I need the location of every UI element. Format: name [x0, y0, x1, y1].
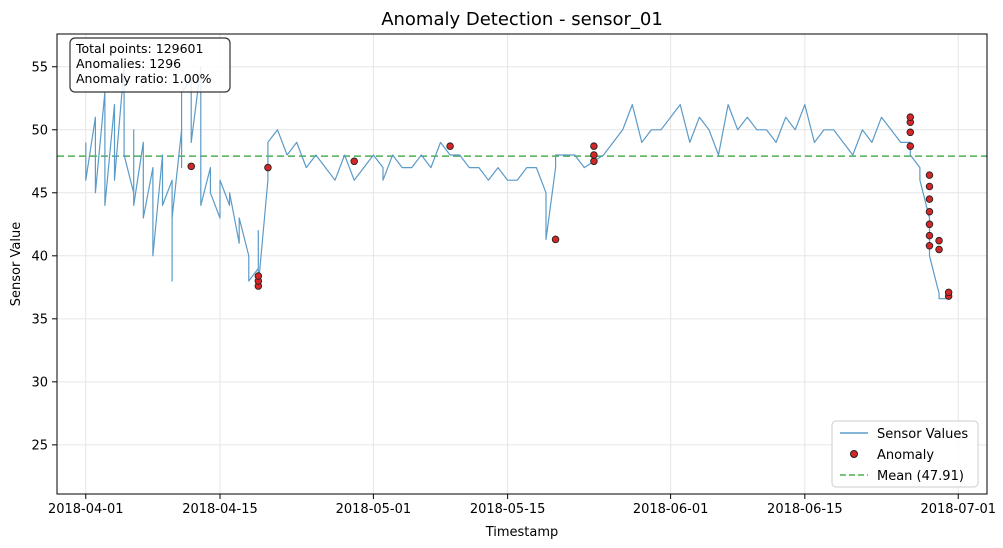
anomaly-point-20 [925, 231, 934, 240]
anomaly-point-10 [590, 142, 598, 150]
anomaly-point-21 [925, 241, 934, 250]
legend-label-anomaly: Anomaly [877, 448, 934, 463]
anomaly-point-4 [264, 163, 272, 172]
legend-label-sensor: Sensor Values [877, 427, 968, 442]
y-tick-label-2: 35 [31, 312, 48, 327]
anomaly-point-23 [935, 245, 943, 254]
legend-frame [831, 420, 979, 488]
plot-frame [56, 33, 988, 495]
anomaly-point-6 [446, 142, 454, 150]
x-tick-label-4: 2018-06-01 [633, 502, 709, 517]
anomaly-point-17 [925, 195, 934, 203]
anomaly-point-3 [254, 272, 263, 280]
legend-label-mean: Mean (47.91) [877, 469, 964, 484]
anomaly-point-12 [906, 128, 915, 137]
legend-anomaly-swatch [850, 450, 858, 458]
y-tick-label-1: 30 [31, 375, 48, 390]
info-anomalies: Anomalies: 1296 [76, 56, 181, 71]
anomaly-point-25 [944, 288, 953, 297]
series-layer [85, 66, 949, 300]
x-tick-label-3: 2018-05-15 [470, 502, 546, 517]
y-tick-label-3: 40 [31, 249, 48, 264]
legend: Sensor Values Anomaly Mean (47.91) [831, 420, 979, 488]
y-tick-label-0: 25 [31, 438, 48, 453]
x-tick-label-2: 2018-05-01 [336, 502, 412, 517]
anomaly-point-22 [935, 236, 943, 245]
y-axis-ticks: 25 30 35 40 45 50 55 [31, 60, 57, 453]
anomaly-point-9 [590, 151, 598, 159]
info-box-frame [69, 37, 231, 93]
y-tick-label-6: 55 [31, 60, 48, 75]
info-total-points: Total points: 129601 [75, 41, 203, 56]
anomaly-point-18 [925, 207, 934, 216]
anomaly-layer [187, 113, 953, 300]
anomaly-point-16 [925, 182, 934, 191]
anomaly-point-5 [350, 157, 358, 166]
anomaly-point-11 [906, 142, 915, 150]
anomaly-point-14 [906, 113, 915, 121]
anomaly-point-19 [925, 220, 934, 229]
anomaly-point-0 [187, 162, 195, 171]
x-tick-label-6: 2018-07-01 [920, 502, 996, 517]
sensor-values-line [85, 66, 949, 300]
y-axis-label: Sensor Value [9, 222, 24, 306]
anomaly-point-7 [551, 235, 560, 244]
anomaly-point-8 [590, 157, 598, 166]
anomaly-point-15 [925, 171, 934, 179]
x-tick-label-0: 2018-04-01 [48, 502, 124, 517]
info-box: Total points: 129601 Anomalies: 1296 Ano… [69, 37, 231, 93]
x-axis-label: Timestamp [485, 525, 559, 540]
info-anomaly-ratio: Anomaly ratio: 1.00% [76, 71, 212, 86]
y-tick-label-4: 45 [31, 186, 48, 201]
y-tick-label-5: 50 [31, 123, 48, 138]
x-axis-ticks: 2018-04-01 2018-04-15 2018-05-01 2018-05-15… [48, 494, 996, 517]
x-tick-label-5: 2018-06-15 [767, 502, 843, 517]
chart-title: Anomaly Detection - sensor_01 [381, 9, 663, 30]
x-tick-label-1: 2018-04-15 [182, 502, 258, 517]
